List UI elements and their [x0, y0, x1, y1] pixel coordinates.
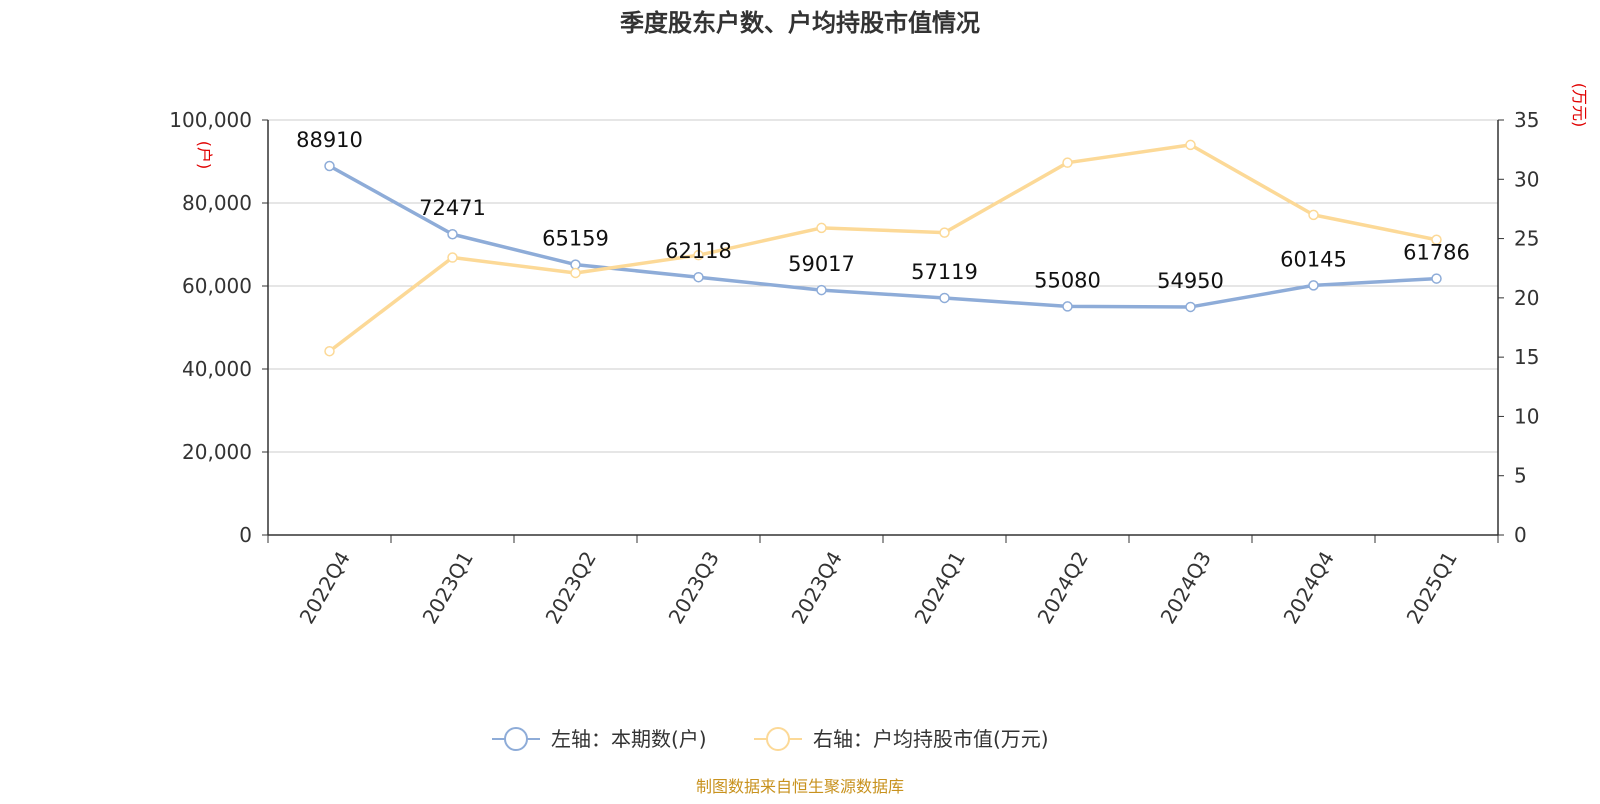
right-axis-tick-label: 5 [1514, 464, 1527, 488]
series-line-left [328, 164, 1437, 309]
left-axis-tick-label: 80,000 [182, 191, 252, 215]
data-point-right [1431, 234, 1442, 246]
data-point-right [816, 222, 827, 234]
data-label: 60145 [1280, 247, 1347, 271]
data-point-right [447, 252, 458, 263]
x-axis-tick-label: 2024Q2 [1033, 547, 1093, 628]
x-axis-tick-label: 2023Q1 [418, 547, 478, 628]
data-point-left [447, 228, 458, 240]
left-axis-tick-label: 60,000 [182, 274, 252, 298]
legend-left-marker [504, 727, 528, 751]
x-axis-tick-label: 2023Q4 [787, 547, 847, 628]
data-labels: 88910 72471 65159 62118 59017 57119 55080 54950… [296, 128, 1470, 293]
x-axis-tick-label: 2024Q4 [1279, 547, 1339, 628]
right-axis-tick-label: 30 [1514, 167, 1539, 191]
left-axis-tick-label: 0 [239, 523, 252, 547]
data-point-right [1062, 157, 1073, 168]
data-label: 62118 [665, 239, 732, 263]
x-axis-tick-label: 2024Q1 [910, 547, 970, 628]
axes: 0 20,000 40,000 60,000 80,000 100,000 0 5 10 15 20… [169, 108, 1539, 628]
data-point-right [1185, 139, 1196, 151]
x-axis-tick-label: 2023Q2 [541, 547, 601, 628]
legend-item-right-series[interactable]: 右轴：户均持股市值(万元) [754, 727, 1049, 751]
legend-right-label: 右轴：户均持股市值(万元) [813, 727, 1049, 751]
data-label: 65159 [542, 227, 609, 251]
data-point-left [1185, 301, 1196, 313]
data-label: 72471 [419, 196, 486, 220]
legend: 左轴：本期数(户) 右轴：户均持股市值(万元) [492, 727, 1049, 751]
left-axis-tick-label: 40,000 [182, 357, 252, 381]
source-note: 制图数据来自恒生聚源数据库 [696, 777, 904, 796]
right-axis-tick-label: 35 [1514, 108, 1539, 132]
series-layer [324, 139, 1442, 357]
data-point-left [1062, 301, 1073, 312]
data-label: 55080 [1034, 268, 1101, 292]
right-axis-tick-label: 20 [1514, 286, 1539, 310]
right-axis-tick-label: 15 [1514, 345, 1539, 369]
chart-title: 季度股东户数、户均持股市值情况 [620, 9, 980, 37]
legend-item-left-series[interactable]: 左轴：本期数(户) [492, 727, 707, 751]
data-point-right [939, 227, 950, 238]
data-point-left [693, 271, 704, 283]
x-axis-tick-label: 2022Q4 [295, 547, 355, 628]
data-label: 57119 [911, 260, 978, 284]
data-point-right [324, 345, 335, 357]
right-axis-tick-label: 25 [1514, 227, 1539, 251]
right-axis-tick-label: 0 [1514, 523, 1527, 547]
data-label: 88910 [296, 128, 363, 152]
series-line-right [328, 143, 1437, 353]
left-axis-tick-label: 20,000 [182, 440, 252, 464]
right-axis-tick-label: 10 [1514, 404, 1539, 428]
x-axis-tick-label: 2023Q3 [664, 547, 724, 628]
data-label: 54950 [1157, 269, 1224, 293]
right-axis-unit: (万元) [1570, 83, 1589, 128]
legend-right-marker [766, 727, 790, 751]
x-axis-tick-label: 2025Q1 [1402, 547, 1462, 628]
left-axis-tick-label: 100,000 [169, 108, 252, 132]
data-point-left [1308, 280, 1319, 291]
data-point-left [324, 160, 335, 172]
data-point-right [693, 249, 704, 261]
data-point-right [1308, 209, 1319, 221]
data-point-left [1431, 273, 1442, 284]
left-axis-unit: (户) [195, 141, 214, 170]
data-point-left [816, 284, 827, 296]
data-point-left [939, 292, 950, 304]
x-axis-tick-label: 2024Q3 [1156, 547, 1216, 628]
data-label: 59017 [788, 252, 855, 276]
data-label: 61786 [1403, 241, 1470, 265]
legend-left-label: 左轴：本期数(户) [551, 727, 707, 751]
data-point-right [570, 267, 581, 279]
